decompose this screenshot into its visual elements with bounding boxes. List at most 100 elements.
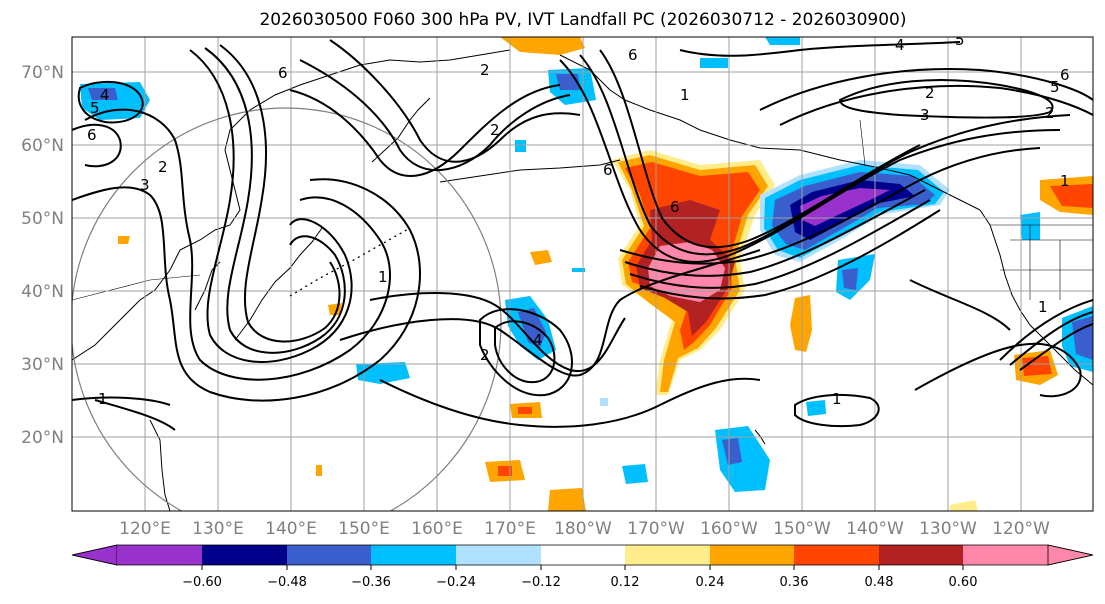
contour-label: 3 [140, 176, 150, 194]
shade-negative-top-right-2 [700, 58, 728, 68]
coast-aleutians [439, 159, 621, 183]
shade-negative-ne-purple [800, 188, 890, 226]
contour-trough-2 [204, 47, 346, 354]
contour-east-5 [909, 279, 1011, 331]
lon-label: 150°E [338, 519, 390, 539]
lon-label: 160°E [411, 519, 463, 539]
lon-label: 150°W [773, 519, 831, 539]
contour-label: 5 [955, 31, 965, 49]
shade-positive-small-6 [118, 236, 130, 244]
contour-ne-ridge-4 [679, 41, 961, 57]
contour-label: 2 [480, 61, 490, 79]
shade-negative-ne-navy [790, 180, 915, 240]
shade-negative-south-2 [622, 464, 648, 484]
contour-label: 4 [895, 36, 905, 54]
contour-label: 4 [100, 86, 110, 104]
contour-label: 2 [1045, 104, 1055, 122]
contour-jet-3 [599, 49, 921, 249]
shade-negative-mid-east-core [842, 268, 858, 290]
shade-negative-nw-core [88, 88, 118, 100]
lat-label: 20°N [21, 428, 64, 448]
contour-south-1 [379, 377, 761, 428]
contour-jet-5 [624, 189, 926, 277]
coast-west-north-america [979, 209, 1093, 386]
shade-positive-small-8 [950, 500, 978, 511]
contour-label: 6 [628, 46, 638, 64]
contour-trough-3 [219, 44, 341, 343]
colorbar-tick-label: −0.36 [351, 575, 391, 590]
contour-band-top-2 [299, 59, 571, 172]
shade-positive-top [500, 37, 585, 55]
pv-contours [72, 39, 1093, 431]
colorbar-bin [371, 545, 456, 565]
shade-positive-small-7 [316, 465, 322, 476]
contour-label: 2 [480, 346, 490, 364]
colorbar-tick-label: −0.48 [267, 575, 307, 590]
colorbar-bin [963, 545, 1048, 565]
lat-label: 40°N [21, 282, 64, 302]
contour-trough-5 [72, 178, 421, 402]
gridlines [72, 37, 1093, 511]
border-russia-china [72, 274, 201, 301]
lon-label: 140°E [265, 519, 317, 539]
contour-labels: 4 5 6 3 2 2 2 6 4 5 1 6 3 2 2 5 6 6 6 1 … [87, 31, 1070, 408]
contour-label: 5 [90, 99, 100, 117]
shade-negative-central-core [518, 308, 546, 348]
shade-positive-east-south-core [1022, 356, 1052, 376]
contour-label: 5 [1050, 78, 1060, 96]
contour-south-loop [794, 393, 880, 428]
lat-label: 60°N [21, 136, 64, 156]
contour-band-top [289, 84, 561, 177]
coast-hawaii [754, 429, 766, 445]
colorbar-tick-label: −0.24 [436, 575, 476, 590]
contour-nw-2 [72, 123, 122, 168]
contour-label: 1 [378, 268, 388, 286]
contour-jet-6 [629, 199, 931, 289]
shade-positive-east-north-core [1050, 184, 1093, 208]
coast-alaska [559, 54, 981, 211]
lon-label: 120°W [992, 519, 1050, 539]
colorbar-tick-label: 0.60 [949, 575, 978, 590]
contour-east-3 [1009, 311, 1093, 366]
contour-label: 4 [533, 331, 543, 349]
contour-jet-4 [619, 147, 1041, 265]
contour-label: 6 [670, 198, 680, 216]
contour-jet-7 [639, 209, 941, 300]
contour-label: 1 [832, 390, 842, 408]
contour-mid-1 [72, 396, 171, 406]
border-alaska-canada [859, 119, 866, 166]
contour-center-small-2 [494, 320, 556, 384]
colorbar-tick-label: 0.48 [865, 575, 894, 590]
colorbar-bin [710, 545, 794, 565]
shade-negative-small-9 [806, 400, 826, 416]
colorbar-min-extend [71, 544, 118, 566]
map-frame [71, 36, 1094, 512]
contour-label: 6 [87, 126, 97, 144]
colorbar-ticks [201, 565, 964, 570]
colorbar-outline [71, 544, 1094, 566]
lon-labels: 120°E 130°E 140°E 150°E 160°E 170°E 180°… [119, 519, 1050, 539]
colorbar-tick-label: −0.12 [521, 575, 561, 590]
contour-nw-loop [77, 80, 144, 124]
colorbar-bin [456, 545, 541, 565]
contour-ne-ridge-2 [779, 84, 1093, 126]
shade-negative-top-right [765, 37, 800, 45]
colorbar-tick-label: −0.60 [182, 575, 222, 590]
lat-label: 30°N [21, 355, 64, 375]
contour-band-top-3 [329, 39, 581, 163]
colorbar: −0.60 −0.48 −0.36 −0.24 −0.12 0.12 0.24 … [71, 544, 1094, 590]
coast-japan [234, 227, 323, 341]
contour-label: 1 [1060, 172, 1070, 190]
lat-label: 70°N [21, 63, 64, 83]
shade-negative-south-1-core [722, 438, 742, 465]
contour-label: 2 [158, 158, 168, 176]
lon-label: 140°W [846, 519, 904, 539]
contour-center-loop-2 [369, 292, 626, 373]
coast-taiwan-philippines [149, 419, 171, 511]
contour-east-4 [1019, 323, 1093, 371]
colorbar-bin [117, 545, 202, 565]
contour-east-1 [914, 342, 1082, 398]
contour-east-2 [999, 299, 1093, 361]
lon-label: 180°W [554, 519, 612, 539]
lat-label: 50°N [21, 209, 64, 229]
